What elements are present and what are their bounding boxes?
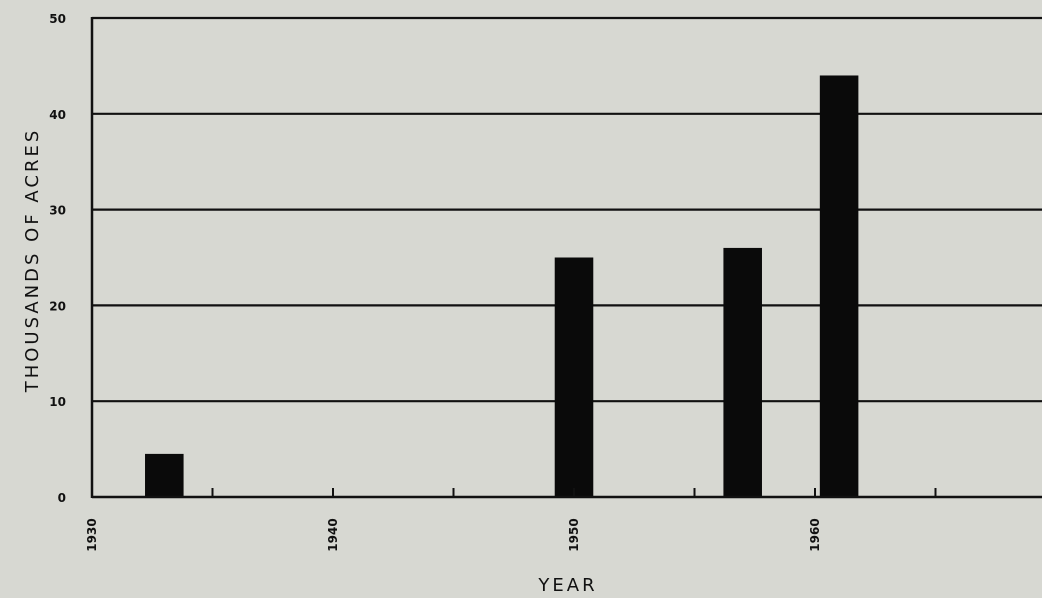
bar-1933 [145,453,184,497]
x-tick-label-1940: 1940 [326,518,340,551]
y-tick-label-10: 10 [49,395,66,409]
y-tick-label-40: 40 [49,108,66,122]
x-tick-labels: 1930 1940 1950 1960 [85,518,822,551]
axes [90,17,1042,499]
y-tick-labels: 0 10 20 30 40 50 [49,12,66,505]
x-tick-label-1950: 1950 [567,518,581,551]
y-axis-title: THOUSANDS OF ACRES [22,128,43,394]
bar-1957 [723,247,762,497]
y-tick-label-30: 30 [49,204,66,218]
y-tick-label-0: 0 [58,491,66,505]
y-tick-label-50: 50 [49,12,66,26]
x-tick-label-1930: 1930 [85,518,99,551]
y-tick-label-20: 20 [49,299,66,313]
bar-1961 [819,75,859,497]
x-axis-title: YEAR [537,575,597,596]
gridlines [92,16,1042,403]
bars [145,75,859,497]
bar-1950 [554,257,594,497]
x-tick-label-1960: 1960 [808,518,822,551]
